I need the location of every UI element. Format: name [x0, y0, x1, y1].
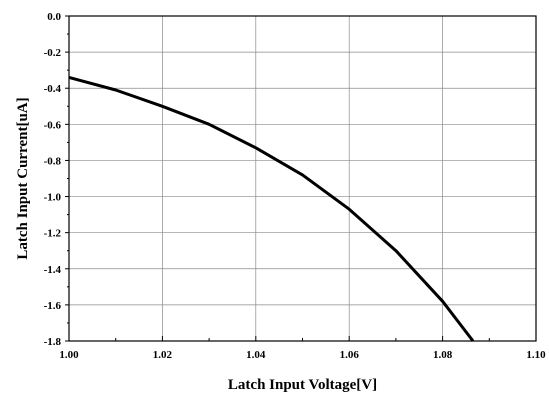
x-tick-labels: 1.00 1.02 1.04 1.06 1.08 1.10 — [59, 349, 546, 361]
series-layer — [68, 75, 475, 342]
grid-lines — [69, 16, 536, 341]
x-axis-title: Latch Input Voltage[V] — [228, 377, 377, 393]
y-tick-label: -0.6 — [44, 119, 62, 131]
y-axis-title: Latch Input Current[uA] — [15, 97, 31, 259]
y-tick-label: -1.6 — [44, 300, 62, 312]
y-tick-label: -1.2 — [44, 228, 62, 240]
y-tick-label: -1.4 — [44, 264, 62, 276]
x-tick-label: 1.04 — [246, 349, 266, 361]
y-tick-label: -0.4 — [44, 83, 62, 95]
x-tick-label: 1.02 — [153, 349, 173, 361]
y-tick-label: -0.8 — [44, 155, 62, 167]
x-tick-label: 1.06 — [340, 349, 360, 361]
y-tick-label: 0.0 — [47, 11, 61, 23]
data-line — [68, 75, 475, 342]
y-tick-label: -0.2 — [44, 47, 62, 59]
x-tick-label: 1.10 — [526, 349, 546, 361]
y-tick-labels: 0.0 -0.2 -0.4 -0.6 -0.8 -1.0 -1.2 -1.4 -1.6 -1.8 — [44, 11, 62, 348]
axis-ticks — [65, 15, 537, 342]
x-tick-label: 1.08 — [433, 349, 453, 361]
x-tick-label: 1.00 — [59, 349, 79, 361]
y-tick-label: -1.8 — [44, 336, 62, 348]
y-tick-label: -1.0 — [44, 192, 62, 204]
